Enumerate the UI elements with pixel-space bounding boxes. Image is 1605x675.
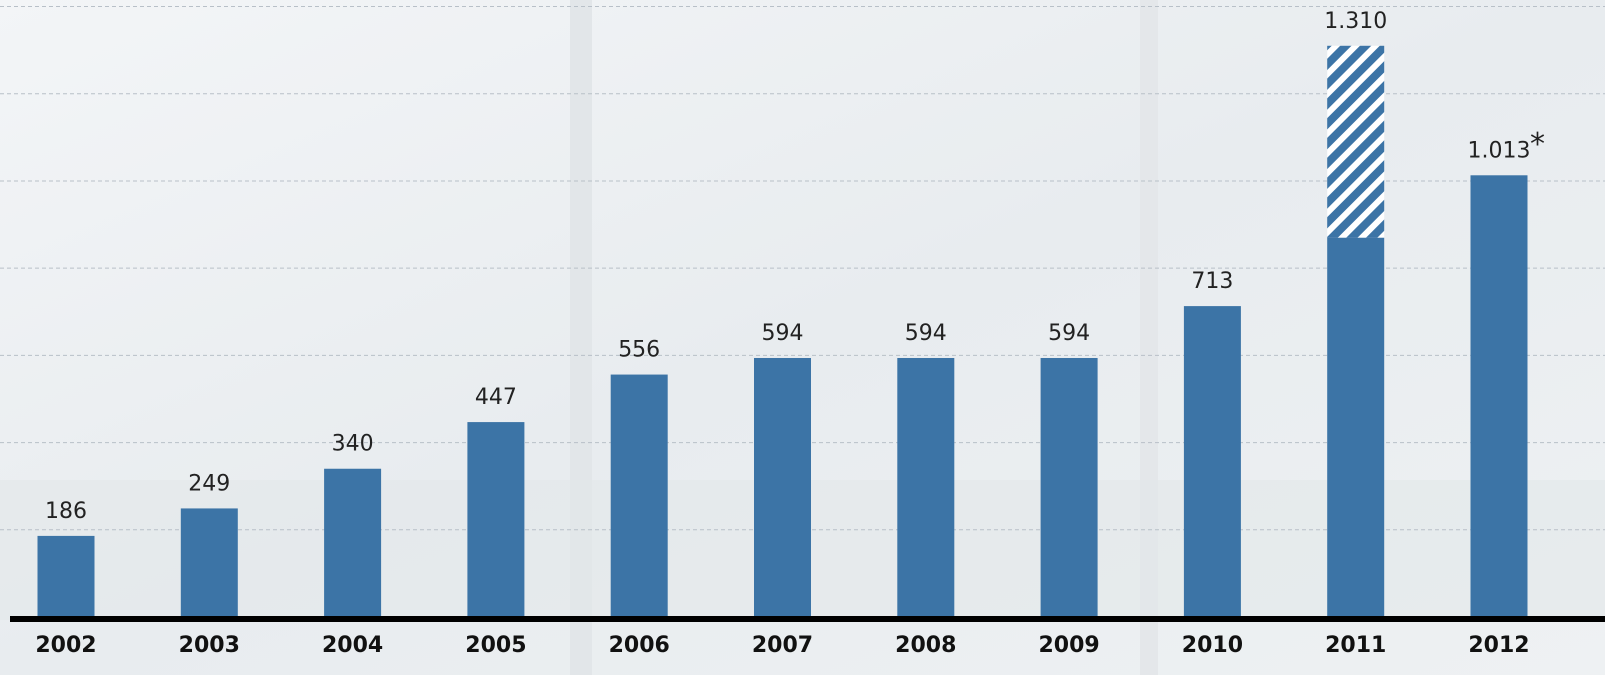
chart: 186 249 340 447 556 594 594 594 713 1.013 1.310 * 2… [0, 0, 1605, 675]
x-tick-label: 2003 [179, 633, 240, 658]
x-tick-label: 2012 [1468, 633, 1529, 658]
bar [754, 358, 811, 617]
x-tick-label: 2010 [1182, 633, 1243, 658]
x-tick-label: 2006 [609, 633, 670, 658]
bar [324, 469, 381, 617]
x-tick-label: 2005 [465, 633, 526, 658]
x-tick-label: 2004 [322, 633, 383, 658]
bar [1471, 175, 1528, 617]
bar [38, 536, 95, 617]
bar [181, 508, 238, 617]
x-tick-label: 2008 [895, 633, 956, 658]
bar [467, 422, 524, 617]
value-label: 713 [1191, 269, 1233, 294]
bar [1327, 238, 1384, 617]
value-label: 340 [332, 432, 374, 457]
bar-segment-hatched [1327, 46, 1384, 238]
x-tick-label: 2011 [1325, 633, 1386, 658]
value-label: 594 [1048, 321, 1090, 346]
note-mark: * [1530, 127, 1545, 162]
bar [897, 358, 954, 617]
value-label: 594 [762, 321, 804, 346]
x-tick-label: 2009 [1038, 633, 1099, 658]
bar [1184, 306, 1241, 617]
value-label: 447 [475, 385, 517, 410]
stack-total-label: 1.310 [1324, 9, 1387, 34]
x-tick-label: 2007 [752, 633, 813, 658]
bar [1041, 358, 1098, 617]
x-tick-label: 2002 [35, 633, 96, 658]
value-label: 186 [45, 499, 87, 524]
value-label: 594 [905, 321, 947, 346]
bar [611, 375, 668, 617]
value-label: 556 [618, 338, 660, 363]
value-label: 249 [188, 471, 230, 496]
value-label: 1.013 [1468, 138, 1531, 163]
page: {"chart_data": { "type": "bar", "categor… [0, 0, 1605, 675]
baseline [10, 616, 1605, 622]
